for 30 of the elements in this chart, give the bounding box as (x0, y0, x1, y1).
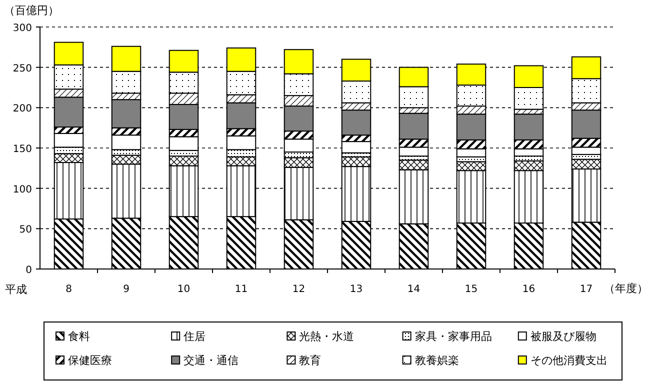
text: 平成 (5, 283, 27, 296)
legend-label: その他消費支出 (530, 354, 608, 367)
legend-label: 光熱・水道 (299, 330, 354, 343)
legend-label: 交通・通信 (184, 354, 239, 367)
y-tick-label: 200 (12, 104, 32, 115)
y-tick-label: 100 (12, 184, 32, 196)
legend-label: 教養娯楽 (414, 354, 459, 367)
y-axis-title: （百億円） (4, 4, 59, 17)
legend-label: 食料 (68, 330, 90, 343)
y-tick-label: 0 (26, 265, 32, 276)
y-tick-label: 150 (12, 144, 32, 155)
x-axis-title: （年度） (604, 282, 648, 295)
y-tick-label: 300 (12, 23, 32, 34)
x-tick-label: 17 (580, 284, 593, 295)
legend-label: 教育 (299, 354, 322, 367)
x-tick-label: 9 (123, 284, 130, 295)
legend-label: 被服及び履物 (530, 330, 596, 343)
x-tick-label: 15 (464, 284, 478, 295)
x-tick-label: 12 (292, 284, 306, 295)
y-tick-label: 250 (12, 63, 32, 74)
y-tick-label: 50 (19, 224, 32, 236)
legend-label: 家具・家事用品 (414, 330, 492, 343)
x-tick-label: 14 (407, 284, 420, 295)
x-tick-label: 13 (350, 284, 363, 295)
x-tick-label: 11 (234, 284, 248, 295)
x-tick-label: 16 (522, 284, 536, 295)
x-tick-label: 8 (66, 284, 72, 295)
x-tick-label: 10 (177, 284, 190, 295)
legend-label: 住居 (184, 330, 206, 343)
legend-label: 保健医療 (68, 354, 112, 367)
